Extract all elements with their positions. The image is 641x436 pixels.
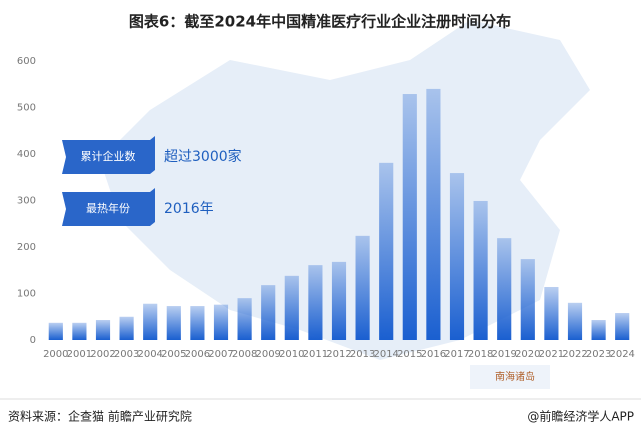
bar xyxy=(379,162,394,340)
callout-box xyxy=(62,136,155,174)
x-tick-label: 2006 xyxy=(185,349,210,360)
bar xyxy=(402,94,417,340)
x-tick-label: 2007 xyxy=(208,349,233,360)
bar xyxy=(449,173,465,340)
y-tick-label: 400 xyxy=(17,149,36,160)
y-tick-label: 100 xyxy=(17,289,36,300)
x-tick-label: 2023 xyxy=(586,349,611,360)
callout-value: 超过3000家 xyxy=(164,148,242,165)
bar xyxy=(544,286,559,340)
y-tick-label: 300 xyxy=(17,196,36,207)
bar xyxy=(308,265,323,340)
bar xyxy=(497,238,512,340)
bar xyxy=(355,235,370,340)
x-tick-label: 2024 xyxy=(609,349,634,360)
bar xyxy=(166,306,181,340)
bar xyxy=(48,322,63,340)
x-tick-label: 2009 xyxy=(255,349,280,360)
bar xyxy=(119,316,134,340)
bar xyxy=(95,320,111,340)
x-tick-label: 2019 xyxy=(491,349,516,360)
x-tick-label: 2012 xyxy=(326,349,351,360)
x-tick-label: 2003 xyxy=(114,349,139,360)
bar xyxy=(331,261,347,340)
y-tick-label: 600 xyxy=(17,56,36,67)
x-tick-label: 2008 xyxy=(232,349,257,360)
bar xyxy=(72,322,87,340)
x-tick-label: 2004 xyxy=(137,349,162,360)
bar xyxy=(213,304,229,340)
callout-box xyxy=(62,188,155,226)
x-tick-label: 2002 xyxy=(90,349,115,360)
x-tick-label: 2015 xyxy=(397,349,422,360)
x-tick-label: 2020 xyxy=(515,349,540,360)
bar xyxy=(261,285,276,340)
map-inset xyxy=(470,365,550,389)
x-tick-label: 2011 xyxy=(303,349,328,360)
bar xyxy=(473,200,488,340)
callout-label: 累计企业数 xyxy=(81,149,136,163)
bar xyxy=(615,313,630,340)
bar xyxy=(237,298,252,340)
x-tick-label: 2000 xyxy=(43,349,68,360)
x-tick-label: 2013 xyxy=(350,349,375,360)
x-tick-label: 2010 xyxy=(279,349,304,360)
x-tick-label: 2014 xyxy=(373,349,398,360)
x-tick-label: 2016 xyxy=(421,349,446,360)
map-label: 南海诸岛 xyxy=(495,370,535,383)
bar xyxy=(591,320,606,340)
callout-value: 2016年 xyxy=(164,201,214,217)
y-tick-label: 500 xyxy=(17,103,36,114)
x-tick-label: 2021 xyxy=(539,349,564,360)
x-tick-label: 2018 xyxy=(468,349,493,360)
y-tick-label: 0 xyxy=(30,335,36,346)
x-tick-label: 2017 xyxy=(444,349,469,360)
x-tick-label: 2022 xyxy=(562,349,587,360)
x-tick-label: 2005 xyxy=(161,349,186,360)
callout-label: 最热年份 xyxy=(86,201,130,215)
bar xyxy=(143,303,158,340)
bar xyxy=(520,259,535,340)
source: 资料来源：企查猫 前瞻产业研究院 xyxy=(8,409,192,424)
x-tick-label: 2001 xyxy=(67,349,92,360)
chart-title: 图表6：截至2024年中国精准医疗行业企业注册时间分布 xyxy=(129,13,511,31)
bar xyxy=(567,302,583,340)
y-tick-label: 200 xyxy=(17,242,36,253)
bar xyxy=(426,88,441,341)
credit: @前瞻经济学人APP xyxy=(527,409,634,424)
map-background xyxy=(100,20,590,360)
bar xyxy=(190,306,205,340)
bar xyxy=(284,275,299,340)
